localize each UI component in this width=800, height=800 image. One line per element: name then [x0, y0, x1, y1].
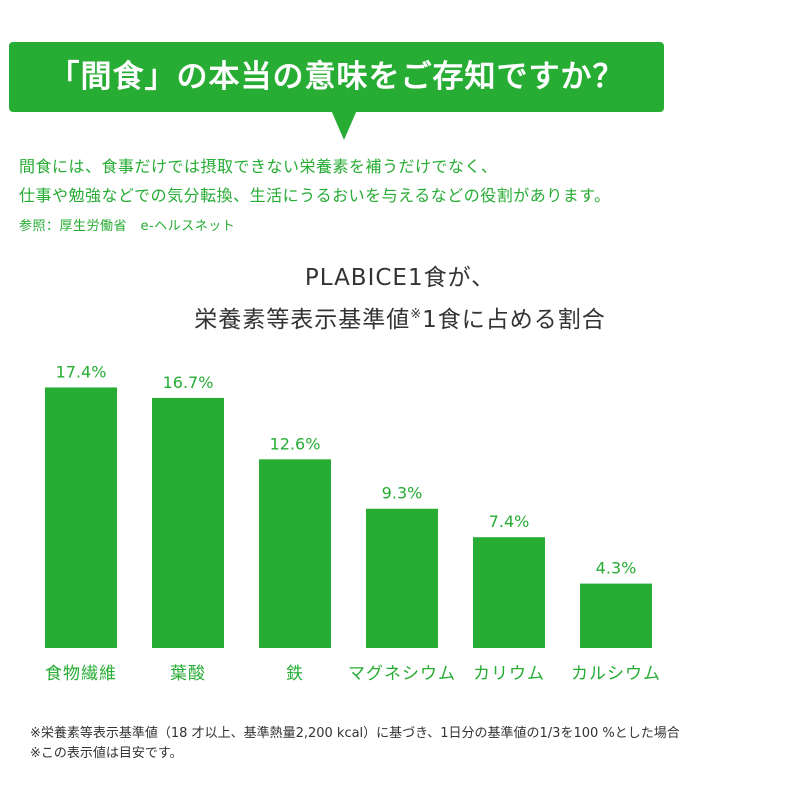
- footnote-1: ※栄養素等表示基準値（18 才以上、基準熱量2,200 kcal）に基づき、1日…: [30, 726, 680, 741]
- value-label-2: 16.7%: [163, 373, 214, 392]
- intro-line-2: 仕事や勉強などでの気分転換、生活にうるおいを与えるなどの役割があります。: [19, 186, 611, 205]
- intro-line-1: 間食には、食事だけでは摂取できない栄養素を補うだけでなく、: [19, 157, 498, 176]
- bar-1: [45, 387, 117, 648]
- bar-2: [152, 397, 224, 648]
- reference-note: 参照：厚生労働省 e-ヘルスネット: [19, 219, 236, 234]
- value-label-4: 9.3%: [382, 484, 423, 503]
- category-label-5: カリウム: [473, 664, 545, 684]
- header-banner: 「間食」の本当の意味をご存知ですか？: [9, 42, 664, 112]
- chart-title-suffix: 1食に占める割合: [422, 307, 606, 333]
- category-label-4: マグネシウム: [348, 664, 456, 684]
- chart-title-main: 栄養素等表示基準値: [194, 307, 411, 333]
- value-label-1: 17.4%: [56, 362, 107, 381]
- value-label-3: 12.6%: [270, 434, 321, 453]
- value-label-6: 4.3%: [596, 559, 637, 578]
- speech-bubble-tail: [331, 110, 357, 140]
- bar-5: [473, 537, 545, 648]
- banner-title: 「間食」の本当の意味をご存知ですか？: [48, 59, 625, 95]
- bar-6: [580, 583, 652, 648]
- chart-title-footnote-mark: ※: [410, 307, 423, 322]
- intro-text: 間食には、食事だけでは摂取できない栄養素を補うだけでなく、 仕事や勉強などでの気…: [19, 152, 789, 210]
- category-label-2: 葉酸: [170, 664, 206, 684]
- category-label-6: カルシウム: [571, 664, 661, 684]
- footnote-2: ※この表示値は目安です。: [30, 746, 183, 761]
- bar-4: [366, 508, 438, 648]
- bar-3: [259, 459, 331, 648]
- chart-title-line-2: 栄養素等表示基準値※1食に占める割合: [0, 300, 800, 334]
- bar-chart: 17.4% 食物繊維 16.7% 葉酸 12.6% 鉄 9.3% マグネシウム 7.4% カリウム…: [45, 362, 661, 684]
- chart-title-line-1: PLABICE1食が、: [304, 265, 496, 291]
- category-label-3: 鉄: [286, 664, 304, 684]
- value-label-5: 7.4%: [489, 512, 530, 531]
- category-label-1: 食物繊維: [45, 664, 117, 684]
